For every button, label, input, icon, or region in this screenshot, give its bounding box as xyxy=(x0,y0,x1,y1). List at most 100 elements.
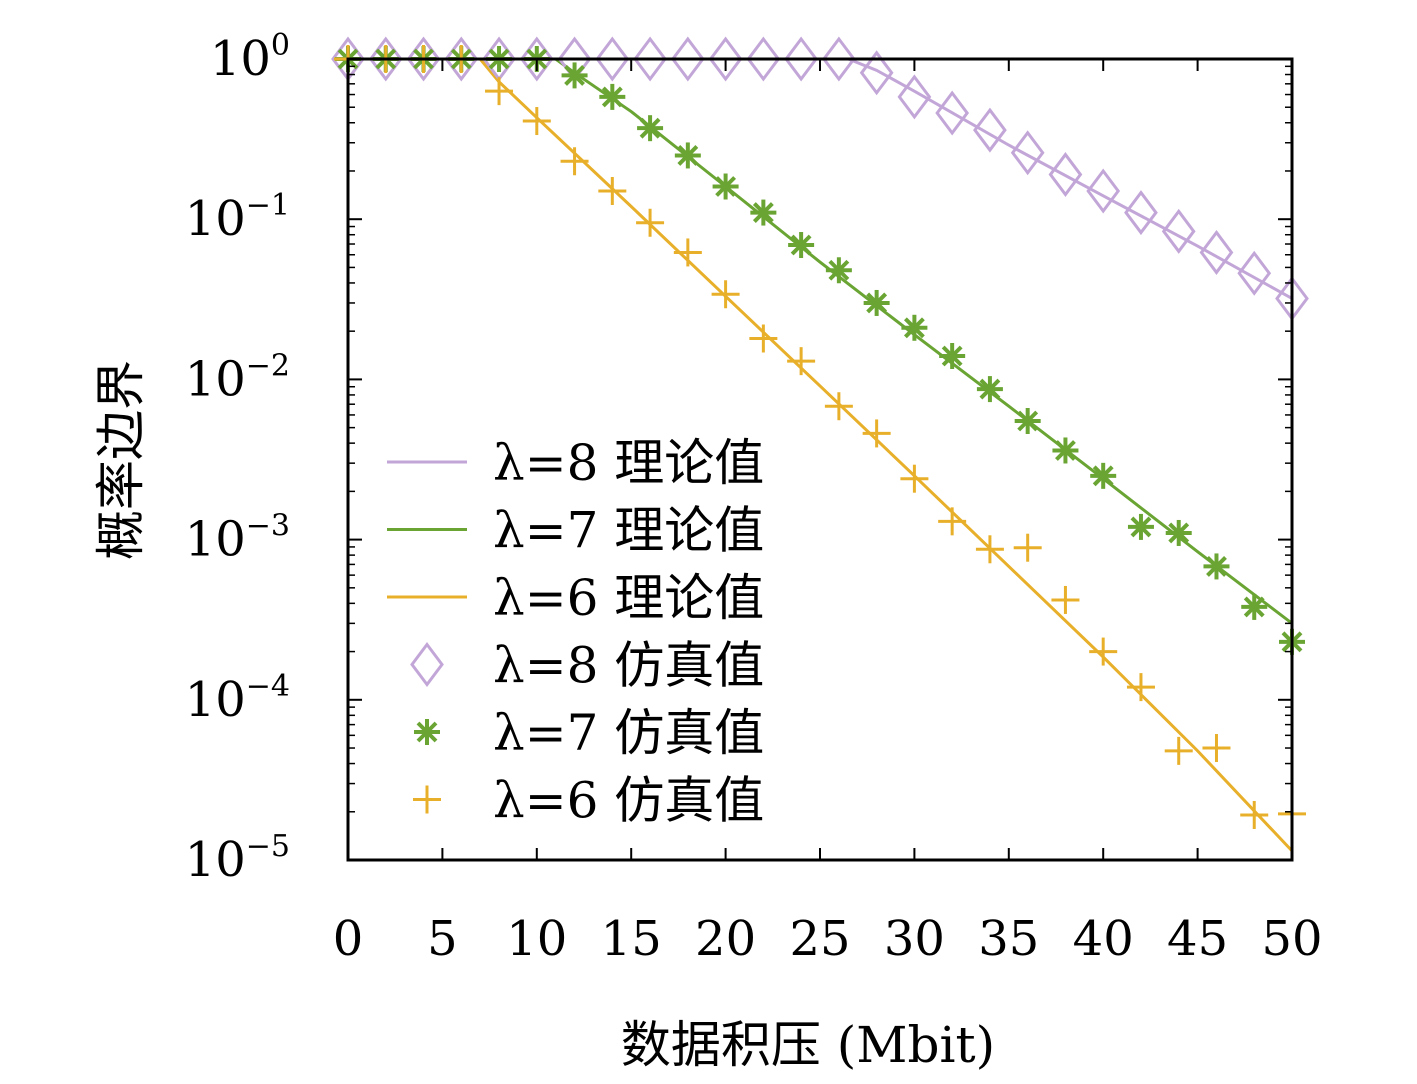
diamond-marker xyxy=(859,50,894,96)
plot-frame xyxy=(346,57,1294,862)
asterisk-stroke xyxy=(1130,516,1152,538)
data-point xyxy=(935,90,970,136)
x-tick-label: 20 xyxy=(695,911,756,967)
legend-item: λ=6 仿真值 xyxy=(413,772,764,830)
diamond-marker xyxy=(784,36,818,82)
legend-item: λ=6 理论值 xyxy=(387,569,764,627)
x-tick-label: 15 xyxy=(601,911,662,967)
x-tick-label: 0 xyxy=(333,911,364,967)
data-point xyxy=(897,74,932,120)
data-point xyxy=(750,199,777,226)
x-tick-label: 10 xyxy=(506,911,567,967)
data-point xyxy=(1164,736,1193,765)
data-point xyxy=(1237,250,1272,296)
data-point xyxy=(824,392,853,421)
data-point xyxy=(1127,513,1154,540)
asterisk-stroke xyxy=(416,721,438,743)
data-point xyxy=(1014,407,1041,434)
legend-item: λ=8 仿真值 xyxy=(410,637,764,695)
asterisk-stroke xyxy=(1017,410,1039,432)
diamond-marker xyxy=(670,36,705,82)
data-point xyxy=(674,142,701,169)
legend-item: λ=8 理论值 xyxy=(387,434,764,492)
data-point xyxy=(636,208,665,237)
data-point xyxy=(1051,585,1080,614)
asterisk-stroke xyxy=(715,176,737,197)
legend: λ=8 理论值 λ=7 理论值 λ=6 理论值 λ=8 仿真值 λ=7 仿真值 λ=6 仿… xyxy=(387,434,764,830)
data-point xyxy=(712,173,739,200)
diamond-marker xyxy=(973,107,1007,153)
y-tick-label: 10−4 xyxy=(185,669,290,728)
data-point xyxy=(938,507,967,536)
data-point xyxy=(414,719,440,745)
diamond-marker xyxy=(595,36,630,82)
y-tick-label: 10−5 xyxy=(185,829,290,888)
data-point xyxy=(598,176,627,205)
diamond-marker xyxy=(1124,190,1158,236)
x-tick-label: 45 xyxy=(1167,911,1228,967)
diamond-marker xyxy=(1010,130,1045,176)
data-point xyxy=(787,347,816,376)
asterisk-stroke xyxy=(639,117,661,139)
data-point xyxy=(1013,533,1042,562)
asterisk-stroke xyxy=(752,202,774,223)
legend-item: λ=7 仿真值 xyxy=(414,704,764,762)
y-axis-title: 概率边界 xyxy=(92,360,150,560)
data-point xyxy=(485,77,514,106)
data-point xyxy=(595,36,630,82)
data-point xyxy=(1165,519,1192,546)
data-point xyxy=(406,36,441,82)
asterisk-stroke xyxy=(828,259,850,281)
data-point xyxy=(939,342,966,369)
data-point xyxy=(413,785,441,814)
data-point xyxy=(633,36,667,82)
data-point xyxy=(1089,637,1118,666)
asterisk-stroke xyxy=(941,345,963,367)
y-tick-label: 100 xyxy=(210,28,290,87)
diamond-marker xyxy=(410,642,444,687)
plot-area xyxy=(331,36,1309,862)
asterisk-stroke xyxy=(866,292,888,314)
asterisk-stroke xyxy=(1168,522,1190,544)
data-point xyxy=(1086,168,1121,214)
data-point xyxy=(410,642,444,687)
diamond-marker xyxy=(1086,168,1121,214)
data-point xyxy=(637,115,664,142)
data-point xyxy=(368,36,403,82)
x-tick-label: 25 xyxy=(789,911,850,967)
x-tick-label: 35 xyxy=(978,911,1039,967)
diamond-marker xyxy=(708,36,743,82)
data-point xyxy=(1052,437,1079,464)
asterisk-stroke xyxy=(1243,596,1265,618)
y-tick-label: 10−2 xyxy=(185,348,290,407)
legend-label: λ=7 理论值 xyxy=(493,502,764,560)
asterisk-stroke xyxy=(601,86,623,108)
series-markers xyxy=(335,46,1305,655)
data-point xyxy=(1241,593,1268,620)
data-point xyxy=(746,36,781,82)
series-markers xyxy=(331,36,1309,321)
x-axis-ticks: 0 5 10 15 20 25 30 35 40 45 50 xyxy=(333,59,1323,967)
diamond-marker xyxy=(633,36,667,82)
data-point xyxy=(822,36,856,82)
diamond-marker xyxy=(1048,152,1083,198)
legend-label: λ=6 仿真值 xyxy=(493,772,764,830)
diamond-marker xyxy=(935,90,970,136)
data-point xyxy=(1240,800,1269,829)
data-point xyxy=(670,36,705,82)
x-tick-label: 30 xyxy=(884,911,945,967)
data-point xyxy=(1161,208,1196,254)
data-point xyxy=(599,83,626,110)
legend-label: λ=7 仿真值 xyxy=(493,704,764,762)
data-point xyxy=(1124,190,1158,236)
data-point xyxy=(863,289,890,316)
data-point xyxy=(1090,462,1117,489)
diamond-marker xyxy=(1199,229,1234,275)
data-point xyxy=(749,324,778,353)
diamond-marker xyxy=(1161,208,1196,254)
legend-label: λ=6 理论值 xyxy=(493,569,764,627)
data-point xyxy=(1010,130,1045,176)
asterisk-stroke xyxy=(1206,556,1227,577)
data-point xyxy=(444,36,479,82)
y-tick-label: 10−3 xyxy=(185,509,290,568)
